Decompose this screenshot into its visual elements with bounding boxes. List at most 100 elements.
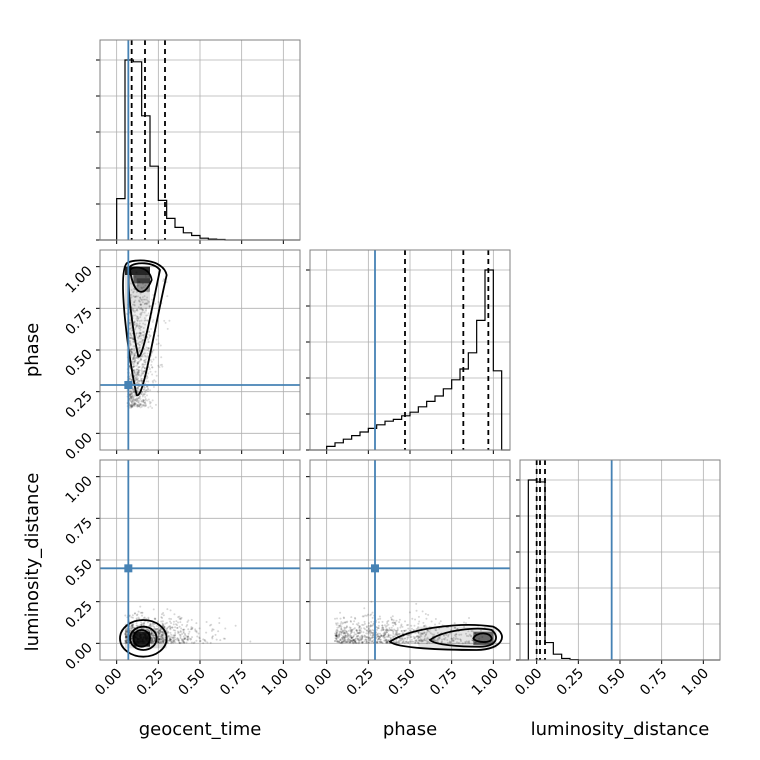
joint-geocent-time-vs-phase-sample: [133, 301, 136, 304]
joint-geocent-time-vs-phase-sample: [132, 314, 135, 317]
joint-geocent-time-vs-phase-sample: [135, 356, 138, 359]
joint-geocent-time-vs-luminosity-distance-sample: [125, 641, 128, 644]
joint-phase-vs-luminosity-distance-sample: [424, 624, 427, 627]
joint-geocent-time-vs-phase-sample: [149, 401, 152, 404]
joint-geocent-time-vs-luminosity-distance-sample: [249, 640, 252, 643]
joint-geocent-time-vs-phase-sample: [129, 348, 132, 351]
joint-geocent-time-vs-luminosity-distance-sample: [158, 638, 161, 641]
joint-phase-vs-luminosity-distance-sample: [350, 636, 353, 639]
joint-phase-vs-luminosity-distance-sample: [424, 635, 427, 638]
joint-geocent-time-vs-luminosity-distance-sample: [194, 628, 197, 631]
joint-geocent-time-vs-phase-sample: [132, 303, 135, 306]
joint-geocent-time-vs-luminosity-distance-sample: [157, 630, 160, 633]
joint-phase-vs-luminosity-distance-sample: [336, 626, 339, 629]
joint-geocent-time-vs-luminosity-distance-sample: [161, 630, 164, 633]
joint-phase-vs-luminosity-distance-sample: [396, 641, 399, 644]
joint-geocent-time-vs-phase-sample: [141, 394, 144, 397]
joint-geocent-time-vs-luminosity-distance-sample: [179, 621, 182, 624]
joint-geocent-time-vs-phase-sample: [145, 377, 148, 380]
joint-geocent-time-vs-phase-sample: [130, 334, 133, 337]
joint-geocent-time-vs-luminosity-distance-sample: [157, 636, 160, 639]
joint-phase-vs-luminosity-distance-sample: [352, 628, 355, 631]
joint-phase-vs-luminosity-distance-sample: [339, 630, 342, 633]
joint-geocent-time-vs-phase-sample: [151, 320, 154, 323]
joint-geocent-time-vs-phase-sample: [143, 352, 146, 355]
joint-phase-vs-luminosity-distance-sample: [378, 635, 381, 638]
joint-geocent-time-vs-luminosity-distance-sample: [140, 621, 143, 624]
joint-phase-vs-luminosity-distance-sample: [368, 636, 371, 639]
joint-geocent-time-vs-phase-contour-inner: [129, 266, 153, 293]
joint-phase-vs-luminosity-distance-sample: [397, 632, 400, 635]
joint-geocent-time-vs-phase-sample: [135, 400, 138, 403]
joint-geocent-time-vs-phase-sample: [137, 357, 140, 360]
joint-phase-vs-luminosity-distance-sample: [385, 641, 388, 644]
joint-geocent-time-vs-luminosity-distance-sample: [182, 641, 185, 644]
joint-phase-vs-luminosity-distance-sample: [372, 639, 375, 642]
joint-phase-vs-luminosity-distance-sample: [437, 638, 440, 641]
joint-phase-vs-luminosity-distance-sample: [412, 629, 415, 632]
joint-phase-vs-luminosity-distance-sample: [377, 618, 380, 621]
joint-phase-vs-luminosity-distance-sample: [384, 639, 387, 642]
joint-geocent-time-vs-luminosity-distance-sample: [174, 626, 177, 629]
joint-phase-vs-luminosity-distance-sample: [396, 627, 399, 630]
joint-geocent-time-vs-luminosity-distance-sample: [141, 622, 144, 625]
joint-phase-vs-luminosity-distance-sample: [335, 632, 338, 635]
joint-geocent-time-vs-luminosity-distance-sample: [184, 633, 187, 636]
joint-phase-vs-luminosity-distance-sample: [438, 637, 441, 640]
joint-phase-vs-luminosity-distance-sample: [432, 633, 435, 636]
joint-geocent-time-vs-luminosity-distance-sample: [125, 635, 128, 638]
joint-geocent-time-vs-luminosity-distance-sample: [135, 617, 138, 620]
joint-phase-vs-luminosity-distance-sample: [342, 639, 345, 642]
joint-phase-vs-luminosity-distance-sample: [467, 641, 470, 644]
joint-geocent-time-vs-luminosity-distance-sample: [186, 638, 189, 641]
joint-geocent-time-vs-phase-sample: [139, 404, 142, 407]
joint-geocent-time-vs-luminosity-distance-sample: [182, 628, 185, 631]
joint-geocent-time-vs-phase-sample: [134, 299, 137, 302]
joint-geocent-time-vs-phase-sample: [129, 395, 132, 398]
joint-geocent-time-vs-luminosity-distance-sample: [150, 641, 153, 644]
joint-phase-vs-luminosity-distance-sample: [408, 634, 411, 637]
joint-geocent-time-vs-phase-sample: [138, 344, 141, 347]
joint-geocent-time-vs-phase-sample: [132, 369, 135, 372]
joint-geocent-time-vs-phase-sample: [142, 398, 145, 401]
joint-geocent-time-vs-luminosity-distance-sample: [154, 638, 157, 641]
joint-phase-vs-luminosity-distance-sample: [395, 630, 398, 633]
joint-phase-vs-luminosity-distance-sample: [334, 635, 337, 638]
joint-geocent-time-vs-luminosity-distance-sample: [187, 635, 190, 638]
joint-geocent-time-vs-luminosity-distance-sample: [179, 642, 182, 645]
joint-geocent-time-vs-luminosity-distance-sample: [161, 624, 164, 627]
joint-geocent-time-vs-luminosity-distance-sample: [210, 623, 213, 626]
joint-phase-vs-luminosity-distance-sample: [343, 632, 346, 635]
joint-phase-vs-luminosity-distance-sample: [336, 628, 339, 631]
joint-geocent-time-vs-luminosity-distance-sample: [125, 627, 128, 630]
joint-geocent-time-vs-luminosity-distance-sample: [162, 634, 165, 637]
joint-geocent-time-vs-phase-sample: [133, 372, 136, 375]
joint-geocent-time-vs-phase-sample: [131, 360, 134, 363]
joint-geocent-time-vs-phase-sample: [152, 349, 155, 352]
joint-geocent-time-vs-phase-sample: [131, 358, 134, 361]
joint-geocent-time-vs-luminosity-distance: 0.00 0.25 0.50 0.75 1.000.000.250.500.751.00: [62, 459, 301, 699]
joint-geocent-time-vs-luminosity-distance-sample: [157, 640, 160, 643]
joint-geocent-time-vs-luminosity-distance-sample: [161, 633, 164, 636]
joint-geocent-time-vs-luminosity-distance-sample: [222, 637, 225, 640]
joint-geocent-time-vs-luminosity-distance-sample: [177, 632, 180, 635]
joint-geocent-time-vs-luminosity-distance-sample: [167, 626, 170, 629]
joint-phase-vs-luminosity-distance-sample: [335, 634, 338, 637]
joint-geocent-time-vs-phase-sample: [138, 369, 141, 372]
joint-geocent-time-vs-phase-sample: [135, 397, 138, 400]
joint-geocent-time-vs-phase-sample: [154, 380, 157, 383]
joint-geocent-time-vs-phase-sample: [140, 311, 143, 314]
joint-phase-vs-luminosity-distance-sample: [409, 636, 412, 639]
joint-geocent-time-vs-luminosity-distance-sample: [178, 641, 181, 644]
joint-geocent-time-vs-luminosity-distance-sample: [170, 618, 173, 621]
joint-geocent-time-vs-phase-sample: [141, 342, 144, 345]
joint-phase-vs-luminosity-distance-sample: [410, 627, 413, 630]
joint-geocent-time-vs-luminosity-distance-sample: [211, 636, 214, 639]
joint-phase-vs-luminosity-distance-sample: [345, 630, 348, 633]
joint-geocent-time-vs-luminosity-distance-sample: [149, 629, 152, 632]
joint-phase-vs-luminosity-distance-sample: [421, 639, 424, 642]
joint-geocent-time-vs-phase-sample: [133, 362, 136, 365]
joint-geocent-time-vs-phase-sample: [138, 379, 141, 382]
joint-geocent-time-vs-phase-sample: [131, 395, 134, 398]
hist-phase-steps: [310, 269, 510, 451]
